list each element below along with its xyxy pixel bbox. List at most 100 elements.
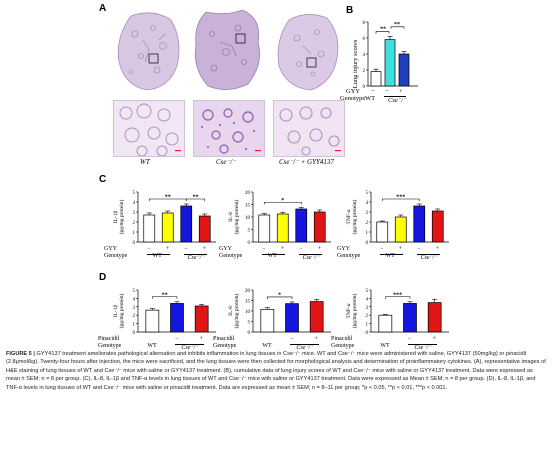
panel-label-d: D bbox=[99, 272, 107, 283]
panel-d-genotype-cse: Cse⁻/⁻ bbox=[181, 345, 199, 351]
y-tick-label: 0 bbox=[133, 241, 136, 246]
y-tick-label: 5 bbox=[366, 191, 369, 196]
y-tick-label: 20 bbox=[245, 289, 251, 294]
y-axis-label: (pg/mg protein) bbox=[118, 200, 125, 235]
sig-label-1: *** bbox=[393, 292, 402, 298]
y-tick-label: 5 bbox=[133, 191, 136, 196]
panel-c-mark: − bbox=[147, 246, 151, 252]
panel-c-genotype-cse: Cse⁻/⁻ bbox=[302, 255, 320, 261]
panel-d-genotype-wt: WT bbox=[380, 343, 390, 349]
y-tick-label: 15 bbox=[245, 204, 251, 209]
y-axis-label: IL-8 bbox=[228, 212, 234, 222]
panel-c-cse-bracket bbox=[417, 254, 440, 255]
sig-label-1: ** bbox=[162, 292, 168, 298]
lung-section-cse bbox=[192, 8, 264, 94]
sig-bracket-2 bbox=[390, 26, 405, 29]
bar-3 bbox=[309, 301, 324, 333]
panel-d-genotype-wt: WT bbox=[147, 343, 157, 349]
panel-c-mark: − bbox=[184, 246, 188, 252]
y-axis-label: (pg/mg protein) bbox=[233, 294, 240, 329]
micro-view-cse-gyy bbox=[273, 100, 345, 157]
panel-d-mark: − bbox=[408, 336, 412, 342]
y-tick-label: 2 bbox=[363, 69, 366, 74]
bar-3 bbox=[427, 302, 442, 333]
panel-c-genotype-label: Genotype bbox=[337, 253, 361, 259]
sig-bracket-1 bbox=[375, 31, 390, 34]
y-tick-label: 6 bbox=[363, 37, 366, 42]
bar-4 bbox=[313, 211, 326, 243]
panel-d-cse-bracket bbox=[175, 344, 204, 345]
y-axis-label: IL-8 bbox=[228, 306, 234, 316]
sig-label-1: * bbox=[281, 198, 284, 204]
y-tick-label: 5 bbox=[248, 229, 251, 234]
bar-4 bbox=[431, 210, 444, 243]
panel-b-genotype-wt: WT bbox=[365, 95, 376, 102]
chart-lung-injury-scores: Lung injury scores 0 2 4 6 8 ** ** bbox=[352, 21, 418, 90]
sig-label-1: *** bbox=[396, 195, 405, 201]
panel-c-mark: − bbox=[299, 246, 303, 252]
y-tick-label: 1 bbox=[133, 231, 136, 236]
y-axis-label: TNF-α bbox=[346, 303, 352, 318]
panel-c-mark: + bbox=[280, 246, 285, 252]
sig-bracket-2 bbox=[185, 198, 206, 201]
y-tick-label: 20 bbox=[245, 191, 251, 196]
bar-1 bbox=[145, 309, 160, 333]
panel-c-mark: + bbox=[202, 246, 207, 252]
sig-bracket-1 bbox=[267, 296, 293, 299]
panel-label-c: C bbox=[99, 174, 107, 185]
sig-label-1: * bbox=[278, 292, 281, 298]
histology-label-cse-gyy: Cse⁻/⁻ + GYY4137 bbox=[279, 158, 334, 166]
y-tick-label: 2 bbox=[366, 314, 369, 319]
chart-d-tnfa: 0 1 2 3 4 5 TNF-α (pg/mg protein) *** bbox=[346, 289, 449, 336]
y-axis-label: TNF-α bbox=[346, 209, 352, 224]
bar-1 bbox=[143, 214, 156, 243]
bar-2 bbox=[285, 303, 299, 333]
panel-d-genotype-wt: WT bbox=[262, 343, 272, 349]
histology-label-cse: Cse⁻/⁻ bbox=[216, 158, 236, 166]
lung-section-wt bbox=[113, 10, 183, 92]
panel-d-mark: − bbox=[175, 336, 179, 342]
panel-d-genotype-label: Genotype bbox=[331, 343, 355, 349]
panel-c-treatment-label: GYY bbox=[219, 246, 232, 252]
bar-3 bbox=[398, 53, 410, 87]
figure-caption: FIGURE 5 | GYY4137 treatment ameliorates… bbox=[6, 350, 548, 392]
bar-1 bbox=[370, 71, 382, 87]
y-tick-label: 5 bbox=[133, 289, 136, 294]
bar-3 bbox=[180, 205, 193, 243]
y-tick-label: 10 bbox=[245, 216, 251, 221]
y-tick-label: 2 bbox=[133, 221, 136, 226]
chart-c-tnfa: 0 1 2 3 4 5 TNF-α (pg/mg protein) *** bbox=[346, 191, 449, 246]
bar-1 bbox=[376, 221, 389, 243]
y-tick-label: 4 bbox=[133, 201, 136, 206]
axis-label-lung-injury: Lung injury scores bbox=[352, 39, 359, 88]
panel-c-mark: − bbox=[380, 246, 384, 252]
y-axis-label: (pg/mg protein) bbox=[351, 200, 358, 235]
panel-b-mark-1: − bbox=[371, 88, 375, 95]
bar-4 bbox=[198, 215, 211, 243]
lung-section-cse-gyy bbox=[273, 10, 343, 92]
panel-d-genotype-cse: Cse⁻/⁻ bbox=[414, 345, 432, 351]
panel-d-mark: − bbox=[290, 336, 294, 342]
panel-d-mark: + bbox=[432, 336, 437, 342]
y-axis-label: IL-1β bbox=[113, 211, 119, 224]
caption-text: GYY4137 treatment ameliorates pathologic… bbox=[6, 351, 546, 391]
bar-1 bbox=[260, 308, 275, 333]
bar-3 bbox=[194, 305, 209, 333]
chart-c-il1b: 0 1 2 3 4 5 IL-1β (pg/mg protein) ** ** bbox=[113, 191, 216, 246]
bar-3 bbox=[295, 208, 308, 243]
bar-2 bbox=[276, 213, 289, 243]
panel-c-genotype-label: Genotype bbox=[219, 253, 243, 259]
y-tick-label: 5 bbox=[248, 321, 251, 326]
y-tick-label: 0 bbox=[248, 331, 251, 336]
panel-d-genotype-label: Genotype bbox=[98, 343, 122, 349]
panel-d-mark: + bbox=[199, 336, 204, 342]
panel-label-a: A bbox=[99, 3, 107, 14]
y-tick-label: 1 bbox=[366, 323, 369, 328]
sig-label-2: ** bbox=[193, 195, 199, 201]
panel-b-genotype-label: Genotype bbox=[340, 95, 366, 102]
bar-3 bbox=[413, 205, 426, 243]
y-tick-label: 10 bbox=[245, 310, 251, 315]
panel-c-cse-bracket bbox=[299, 254, 322, 255]
sig-bracket-1 bbox=[385, 296, 411, 299]
panel-c-wt-bracket bbox=[262, 254, 285, 255]
